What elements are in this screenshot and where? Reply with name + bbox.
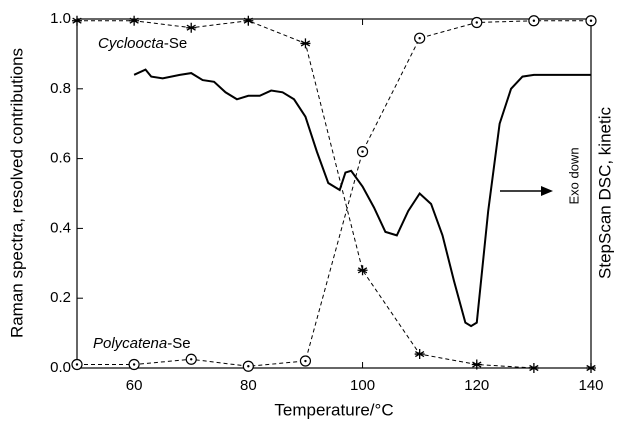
x-tick-label: 80 <box>240 377 257 394</box>
star-marker <box>414 349 425 360</box>
x-tick-label: 140 <box>578 377 603 394</box>
annotation: Exo down <box>566 147 581 204</box>
circle-dot <box>418 36 421 40</box>
y-tick-label: 0.8 <box>50 80 71 97</box>
circle-dot <box>75 363 79 366</box>
circle-dot <box>475 21 478 24</box>
star-marker <box>243 15 254 26</box>
star-marker <box>300 38 311 49</box>
star-marker <box>586 363 596 373</box>
series-label: Polycatena-Se <box>93 335 191 352</box>
circle-dot <box>304 359 307 363</box>
x-tick-label: 60 <box>126 377 143 394</box>
series-line <box>77 20 591 367</box>
arrow-head <box>541 186 553 196</box>
star-marker <box>357 265 368 276</box>
y-tick-label: 1.0 <box>50 10 71 27</box>
circle-dot <box>190 358 193 361</box>
y-axis-label: Raman spectra, resolved contributions <box>7 48 26 338</box>
series-label: Cycloocta-Se <box>98 35 187 52</box>
circle-dot <box>532 19 536 22</box>
circle-dot <box>132 363 136 366</box>
y-tick-label: 0.0 <box>50 359 71 376</box>
circle-dot <box>247 365 250 368</box>
y2-axis-label: StepScan DSC, kinetic <box>595 107 614 279</box>
x-axis-label: Temperature/°C <box>274 400 393 419</box>
series-line <box>133 68 591 328</box>
plot-frame <box>76 18 592 369</box>
y-tick-label: 0.2 <box>50 289 71 306</box>
star-marker <box>72 15 82 26</box>
series-line <box>77 20 591 369</box>
x-tick-label: 120 <box>464 377 489 394</box>
circle-dot <box>589 19 593 22</box>
x-tick-label: 100 <box>350 377 375 394</box>
star-marker <box>129 15 140 26</box>
star-marker <box>186 22 197 33</box>
star-marker <box>471 359 482 370</box>
y-tick-label: 0.4 <box>50 219 71 236</box>
y-tick-label: 0.6 <box>50 150 71 167</box>
circle-dot <box>361 150 364 153</box>
star-marker <box>528 363 539 373</box>
